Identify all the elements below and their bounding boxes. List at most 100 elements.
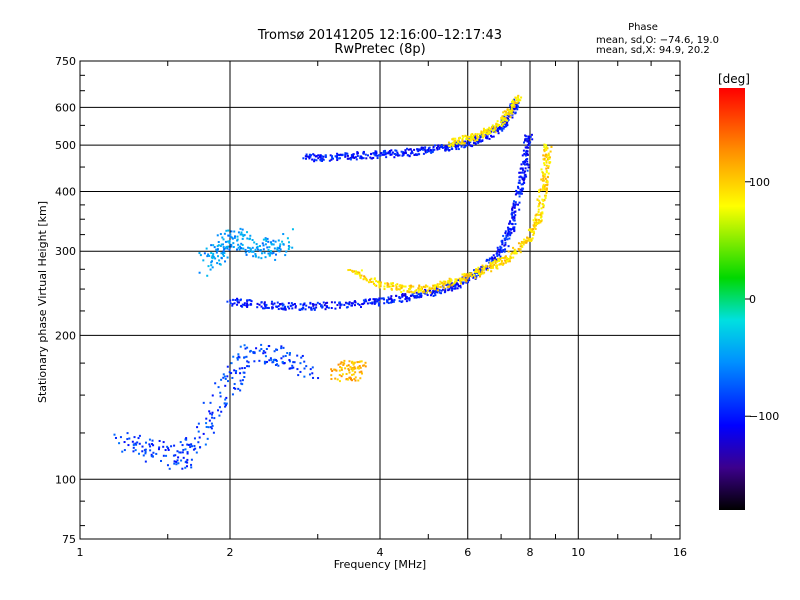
- data-point: [406, 147, 409, 150]
- data-point: [244, 251, 247, 254]
- data-point: [175, 463, 178, 466]
- data-point: [508, 227, 511, 230]
- data-point: [300, 356, 303, 359]
- data-point: [507, 259, 510, 262]
- data-point: [363, 364, 366, 367]
- data-point: [309, 302, 312, 305]
- data-point: [519, 171, 522, 174]
- data-point: [279, 243, 282, 246]
- data-point: [404, 293, 407, 296]
- data-point: [492, 127, 495, 130]
- data-point: [182, 448, 185, 451]
- data-point: [433, 287, 436, 290]
- data-point: [524, 139, 527, 142]
- data-point: [540, 168, 543, 171]
- data-point: [529, 141, 532, 144]
- data-point: [349, 158, 352, 161]
- data-point: [352, 373, 355, 376]
- data-point: [340, 368, 343, 371]
- data-point: [305, 304, 308, 307]
- data-point: [501, 125, 504, 128]
- data-point: [278, 250, 281, 253]
- data-point: [526, 157, 529, 160]
- data-point: [520, 167, 523, 170]
- data-point: [459, 282, 462, 285]
- data-point: [353, 270, 356, 273]
- data-point: [424, 290, 427, 293]
- data-point: [184, 461, 187, 464]
- data-point: [477, 270, 480, 273]
- data-point: [458, 143, 461, 146]
- data-point: [505, 236, 508, 239]
- data-point: [309, 368, 312, 371]
- data-point: [222, 246, 225, 249]
- data-point: [279, 303, 282, 306]
- data-point: [467, 135, 470, 138]
- data-point: [237, 387, 240, 390]
- data-point: [398, 288, 401, 291]
- data-point: [471, 275, 474, 278]
- data-point: [360, 274, 363, 277]
- data-point: [481, 270, 484, 273]
- data-point: [241, 228, 244, 231]
- data-point: [383, 298, 386, 301]
- data-point: [512, 256, 515, 259]
- data-point: [218, 259, 221, 262]
- data-point: [448, 285, 451, 288]
- data-point: [434, 144, 437, 147]
- data-point: [174, 454, 177, 457]
- data-point: [401, 300, 404, 303]
- data-point: [158, 446, 161, 449]
- data-point: [248, 247, 251, 250]
- data-point: [531, 237, 534, 240]
- data-point: [458, 142, 461, 145]
- data-point: [271, 307, 274, 310]
- data-point: [424, 289, 427, 292]
- data-point: [486, 135, 489, 138]
- data-point: [524, 154, 527, 157]
- data-point: [259, 249, 262, 252]
- data-point: [238, 248, 241, 251]
- data-point: [211, 257, 214, 260]
- data-point: [480, 265, 483, 268]
- data-point: [534, 218, 537, 221]
- data-point: [398, 154, 401, 157]
- data-point: [348, 303, 351, 306]
- data-point: [202, 401, 205, 404]
- data-point: [443, 287, 446, 290]
- data-point: [481, 133, 484, 136]
- data-point: [226, 365, 229, 368]
- data-point: [500, 260, 503, 263]
- data-point: [303, 375, 306, 378]
- data-point: [527, 239, 530, 242]
- data-point: [537, 218, 540, 221]
- data-point: [237, 301, 240, 304]
- data-point: [241, 243, 244, 246]
- data-point: [230, 230, 233, 233]
- data-point: [354, 371, 357, 374]
- data-point: [282, 346, 285, 349]
- data-point: [281, 302, 284, 305]
- data-point: [422, 147, 425, 150]
- data-point: [496, 252, 499, 255]
- data-point: [458, 277, 461, 280]
- data-point: [277, 308, 280, 311]
- data-point: [513, 215, 516, 218]
- data-point: [413, 294, 416, 297]
- data-point: [539, 221, 542, 224]
- data-point: [470, 272, 473, 275]
- data-point: [162, 441, 165, 444]
- data-point: [406, 154, 409, 157]
- data-point: [272, 303, 275, 306]
- data-point: [461, 273, 464, 276]
- data-point: [448, 284, 451, 287]
- data-point: [417, 293, 420, 296]
- data-point: [420, 146, 423, 149]
- data-point: [362, 157, 365, 160]
- data-point: [257, 256, 260, 259]
- data-point: [168, 467, 171, 470]
- data-point: [454, 278, 457, 281]
- data-point: [286, 237, 289, 240]
- data-point: [375, 152, 378, 155]
- data-point: [538, 221, 541, 224]
